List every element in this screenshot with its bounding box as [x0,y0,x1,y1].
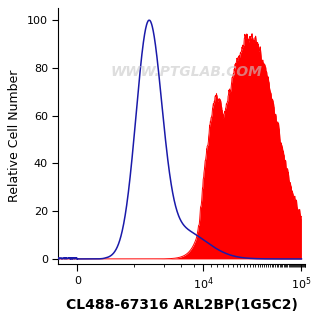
Y-axis label: Relative Cell Number: Relative Cell Number [8,70,21,202]
X-axis label: CL488-67316 ARL2BP(1G5C2): CL488-67316 ARL2BP(1G5C2) [66,298,298,312]
Text: WWW.PTGLAB.COM: WWW.PTGLAB.COM [111,65,263,79]
